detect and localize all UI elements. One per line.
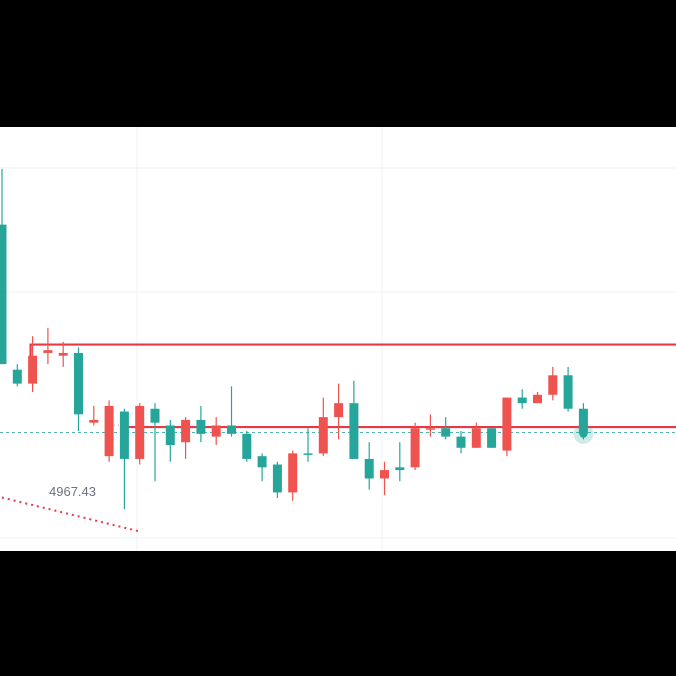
candle: [257, 453, 267, 482]
candle: [0, 168, 7, 365]
trendline: [0, 495, 140, 533]
candle-body: [533, 394, 542, 404]
candle: [272, 461, 282, 498]
chart-panel[interactable]: 4967.43: [0, 127, 676, 551]
candle-layer: [0, 168, 588, 510]
candle-body: [181, 419, 191, 443]
candle: [150, 403, 160, 482]
candle-body: [487, 428, 497, 448]
candle: [578, 403, 588, 440]
candle: [517, 389, 527, 409]
candle: [349, 380, 359, 459]
candle-body: [150, 408, 160, 423]
candlestick-chart[interactable]: [0, 127, 676, 551]
candle-body: [0, 224, 7, 365]
grid-layer: [0, 127, 676, 551]
candle-body: [318, 417, 328, 454]
candle-body: [349, 403, 359, 459]
candle-body: [58, 352, 68, 356]
candle: [181, 417, 191, 459]
candle: [380, 461, 389, 496]
candle-body: [334, 403, 344, 418]
candle-body: [257, 456, 267, 468]
candle: [43, 327, 53, 365]
candle: [395, 442, 405, 482]
candle-body: [165, 425, 175, 445]
candle-body: [548, 375, 558, 395]
candle-body: [28, 355, 38, 384]
candle-body: [517, 397, 527, 404]
candle: [227, 386, 236, 437]
candle: [104, 400, 114, 462]
candle: [502, 397, 512, 457]
candle-body: [227, 425, 236, 434]
candle: [303, 428, 313, 462]
candle-body: [12, 369, 22, 384]
candle: [364, 442, 374, 490]
candle-body: [135, 405, 145, 459]
candle: [425, 414, 435, 437]
candle: [288, 450, 298, 501]
candle: [548, 366, 558, 401]
candle-body: [563, 375, 573, 409]
candle-body: [410, 428, 420, 468]
candle-body: [578, 408, 588, 434]
candle-body: [303, 453, 313, 455]
candle: [135, 403, 145, 465]
candle: [74, 347, 83, 432]
candle: [119, 408, 129, 510]
candle: [456, 431, 466, 454]
candle-body: [395, 467, 405, 471]
candle: [533, 392, 542, 404]
candle: [28, 336, 38, 392]
candle-body: [104, 405, 114, 457]
candle: [211, 417, 221, 445]
candle: [441, 417, 451, 440]
candle-body: [43, 350, 53, 353]
candle: [89, 405, 99, 426]
candle: [242, 431, 252, 462]
candle: [196, 405, 206, 443]
candle-body: [441, 428, 451, 437]
candle: [334, 383, 344, 440]
candle-body: [456, 436, 466, 448]
candle: [563, 366, 573, 412]
candle-body: [242, 433, 252, 459]
support-price-label: 4967.43: [49, 484, 96, 499]
candle: [471, 422, 481, 448]
candle-body: [119, 411, 129, 459]
candle-body: [288, 453, 298, 493]
candle-body: [502, 397, 512, 451]
candle-body: [380, 470, 389, 479]
candle: [487, 428, 497, 448]
candle-body: [364, 458, 374, 479]
candle: [410, 422, 420, 471]
candle-body: [89, 419, 99, 423]
candle: [165, 419, 175, 462]
candle: [12, 364, 22, 387]
candle-body: [471, 428, 481, 448]
candle-body: [196, 419, 206, 434]
candle: [58, 341, 68, 367]
resistance-line: [29, 343, 676, 357]
candle: [318, 397, 328, 457]
candle-body: [425, 428, 435, 430]
candle-body: [211, 425, 221, 437]
candle-body: [272, 464, 282, 493]
candle-body: [74, 352, 83, 415]
